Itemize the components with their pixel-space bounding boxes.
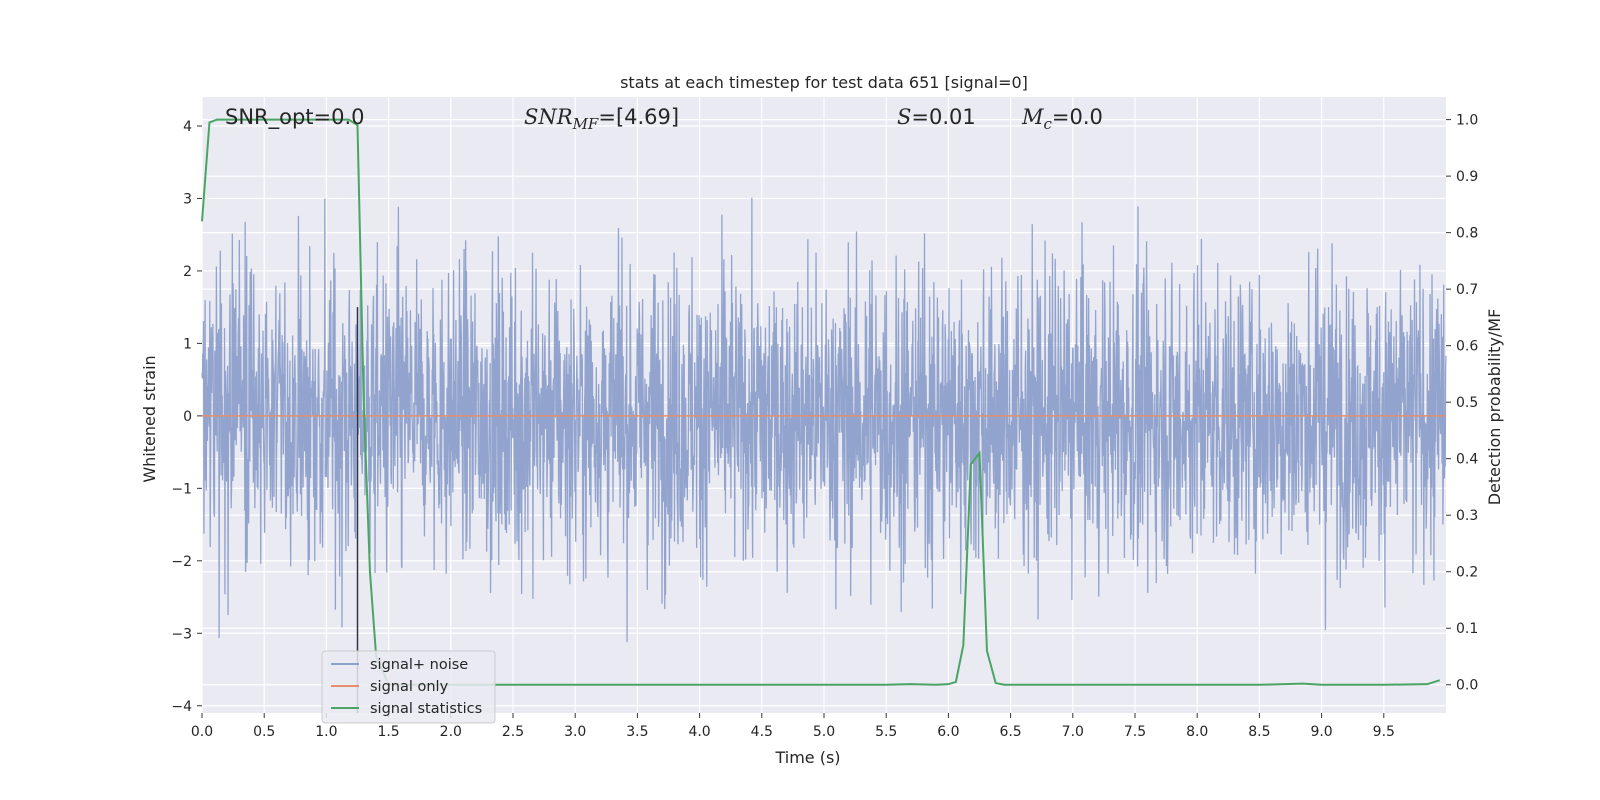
y-right-tick-label: 0.3 [1456,508,1478,524]
y-left-tick-label: −4 [171,699,192,715]
y-right-tick-label: 0.2 [1456,565,1478,581]
x-tick-label: 1.5 [377,724,399,740]
legend-label-signal: signal only [370,679,449,695]
snr-mf-value: =[4.69] [598,105,679,129]
signal-noise-series [201,197,1447,643]
y-right-tick-label: 0.5 [1456,395,1478,411]
x-tick-label: 9.5 [1373,724,1395,740]
x-tick-label: 7.0 [1062,724,1084,740]
y-left-tick-label: −2 [171,554,192,570]
legend-label-stats: signal statistics [370,701,482,717]
y-right-tick-label: 0.6 [1456,339,1478,355]
mc-symbol: M [1021,105,1044,129]
snr-mf-subscript: MF [572,115,599,133]
y-right-tick-label: 0.9 [1456,169,1478,185]
x-tick-label: 6.0 [937,724,959,740]
y-left-tick-label: 3 [183,191,192,207]
x-tick-label: 2.0 [440,724,462,740]
y-left-tick-label: 0 [183,409,192,425]
x-axis-label: Time (s) [774,748,840,767]
y-left-tick-label: 1 [183,336,192,352]
y-axis-right-ticks: 0.0 0.1 0.2 0.3 0.4 0.5 0.6 0.7 0.8 0.9 1.0 [1446,113,1478,694]
x-tick-label: 6.5 [999,724,1021,740]
y-right-tick-label: 0.4 [1456,452,1478,468]
annotation-mc: Mc=0.0 [1021,105,1103,133]
signal-statistics-series [201,118,1441,686]
x-tick-label: 5.0 [813,724,835,740]
annotation-s: S=0.01 [897,105,976,129]
y-right-tick-label: 0.7 [1456,282,1478,298]
x-tick-label: 9.0 [1310,724,1332,740]
y-right-tick-label: 0.1 [1456,621,1478,637]
y-left-tick-label: 2 [183,264,192,280]
x-tick-label: 3.5 [626,724,648,740]
x-tick-label: 1.0 [315,724,337,740]
y-right-tick-label: 1.0 [1456,113,1478,129]
y-axis-left-ticks: −4 −3 −2 −1 0 1 2 3 4 [171,119,202,715]
snr-mf-symbol: SNR [524,105,573,129]
x-tick-label: 5.5 [875,724,897,740]
y-left-tick-label: −3 [171,626,192,642]
mc-subscript: c [1044,115,1053,133]
x-tick-label: 0.0 [191,724,213,740]
y-axis-left-label: Whitened strain [140,355,159,482]
y-left-tick-label: −1 [171,481,192,497]
x-axis-ticks: 0.0 0.5 1.0 1.5 2.0 2.5 3.0 3.5 4.0 4.5 5.0 5.5 6.0 6… [191,713,1395,740]
x-tick-label: 8.5 [1248,724,1270,740]
x-tick-label: 0.5 [253,724,275,740]
y-axis-right-label: Detection probability/MF [1485,309,1504,506]
legend-label-noise: signal+ noise [370,657,468,673]
x-tick-label: 4.0 [688,724,710,740]
chart-title: stats at each timestep for test data 651… [620,73,1028,92]
y-right-tick-label: 0.0 [1456,678,1478,694]
x-tick-label: 4.5 [751,724,773,740]
legend: signal+ noise signal only signal statist… [321,650,496,724]
mc-value: =0.0 [1052,105,1103,129]
noise-trace [201,197,1447,643]
legend-box [321,650,496,724]
x-tick-label: 3.0 [564,724,586,740]
y-left-tick-label: 4 [183,119,192,135]
x-tick-label: 2.5 [502,724,524,740]
s-symbol: S [897,105,911,129]
annotation-snr-mf: SNRMF=[4.69] [524,105,679,133]
annotation-snr-opt: SNR_opt=0.0 [225,105,365,130]
y-right-tick-label: 0.8 [1456,226,1478,242]
stats-line [201,118,1441,686]
x-tick-label: 7.5 [1124,724,1146,740]
s-value: =0.01 [911,105,975,129]
x-tick-label: 8.0 [1186,724,1208,740]
